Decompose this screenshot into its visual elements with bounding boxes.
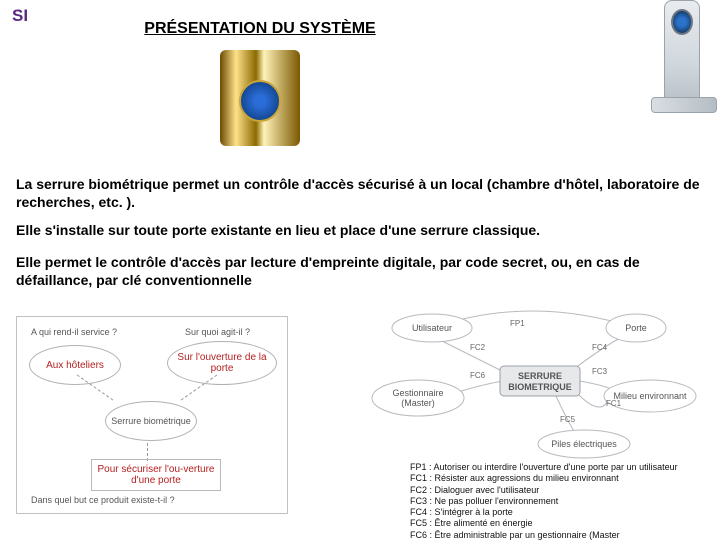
legend-item: FC2 : Dialoguer avec l'utilisateur xyxy=(410,485,710,496)
bete-center: Serrure biométrique xyxy=(105,401,197,441)
svg-text:Porte: Porte xyxy=(625,323,647,333)
hero-images xyxy=(210,48,310,148)
svg-text:FC1: FC1 xyxy=(606,399,622,408)
paragraph-2: Elle s'installe sur toute porte existant… xyxy=(16,222,704,240)
svg-text:BIOMETRIQUE: BIOMETRIQUE xyxy=(508,382,572,392)
svg-text:Utilisateur: Utilisateur xyxy=(412,323,452,333)
svg-text:FP1: FP1 xyxy=(510,319,525,328)
legend-item: FP1 : Autoriser ou interdire l'ouverture… xyxy=(410,462,710,473)
legend-item: FC1 : Résister aux agressions du milieu … xyxy=(410,473,710,484)
bete-q-right: Sur quoi agit-il ? xyxy=(185,327,250,337)
svg-text:FC5: FC5 xyxy=(560,415,576,424)
svg-text:Piles électriques: Piles électriques xyxy=(551,439,617,449)
svg-text:SERRURE: SERRURE xyxy=(518,371,562,381)
svg-text:(Master): (Master) xyxy=(401,398,435,408)
bete-a-cornes-diagram: A qui rend-il service ? Sur quoi agit-il… xyxy=(16,316,296,516)
legend-item: FC4 : S'intégrer à la porte xyxy=(410,507,710,518)
svg-text:FC2: FC2 xyxy=(470,343,486,352)
svg-text:FC3: FC3 xyxy=(592,367,608,376)
svg-text:Gestionnaire: Gestionnaire xyxy=(392,388,443,398)
functions-legend: FP1 : Autoriser ou interdire l'ouverture… xyxy=(410,462,710,541)
legend-item: FC3 : Ne pas polluer l'environnement xyxy=(410,496,710,507)
bete-ans-right: Sur l'ouverture de la porte xyxy=(167,341,277,385)
paragraph-1: La serrure biométrique permet un contrôl… xyxy=(16,176,704,211)
pieuvre-diagram: SERRURE BIOMETRIQUE Utilisateur Porte Gest… xyxy=(360,300,700,460)
bete-bottom-box: Pour sécuriser l'ou-verture d'une porte xyxy=(91,459,221,491)
svg-text:FC6: FC6 xyxy=(470,371,486,380)
thumb-gold-lock xyxy=(210,48,310,148)
paragraph-3: Elle permet le contrôle d'accès par lect… xyxy=(16,254,704,289)
svg-text:Milieu environnant: Milieu environnant xyxy=(613,391,687,401)
bete-q-bottom: Dans quel but ce produit existe-t-il ? xyxy=(31,495,175,505)
page-title: PRÉSENTATION DU SYSTÈME xyxy=(0,20,520,38)
bete-q-left: A qui rend-il service ? xyxy=(31,327,117,337)
bete-ans-left: Aux hôteliers xyxy=(29,345,121,385)
legend-item: FC6 : Être administrable par un gestionn… xyxy=(410,530,710,541)
svg-text:FC4: FC4 xyxy=(592,343,608,352)
biometric-lock-image xyxy=(648,0,718,130)
legend-item: FC5 : Être alimenté en énergie xyxy=(410,518,710,529)
